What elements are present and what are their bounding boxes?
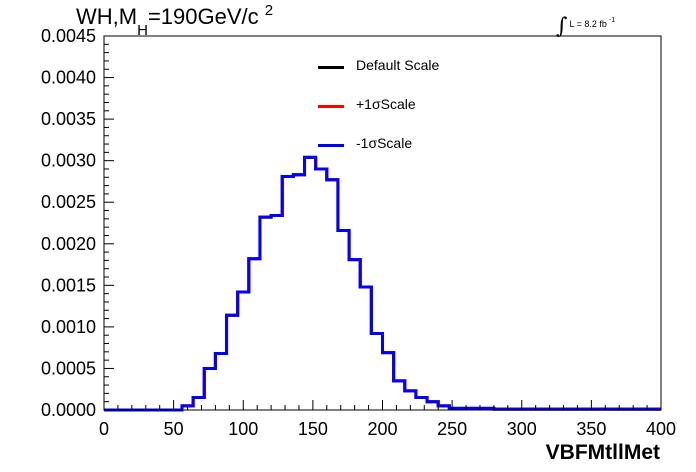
series-layer bbox=[104, 155, 661, 412]
legend-swatch-default bbox=[318, 66, 344, 69]
y-tick-label: 0.0030 bbox=[41, 151, 96, 171]
y-tick-label: 0.0035 bbox=[41, 109, 96, 129]
legend-label-plus1sigma: +1σScale bbox=[356, 96, 416, 112]
legend-label-default: Default Scale bbox=[356, 57, 440, 73]
y-tick-label: 0.0015 bbox=[41, 275, 96, 295]
series-line-0 bbox=[104, 155, 661, 412]
y-tick-label: 0.0045 bbox=[41, 26, 96, 46]
title-rest: =190GeV/c bbox=[147, 4, 259, 29]
lumi-superscript: -1 bbox=[608, 17, 616, 24]
y-tick-label: 0.0005 bbox=[41, 358, 96, 378]
y-tick-label: 0.0040 bbox=[41, 68, 96, 88]
x-tick-label: 0 bbox=[99, 419, 109, 439]
y-tick-label: 0.0000 bbox=[41, 400, 96, 420]
y-tick-label: 0.0020 bbox=[41, 234, 96, 254]
x-tick-label: 300 bbox=[507, 419, 537, 439]
y-tick-label: 0.0010 bbox=[41, 317, 96, 337]
axis-layer: 0.0000 0.0005 0.0010 0.0015 0.0020 0.0025 0.00… bbox=[41, 26, 676, 439]
series-line-1 bbox=[104, 155, 661, 412]
x-tick-label: 200 bbox=[367, 419, 397, 439]
legend-swatch-minus1sigma bbox=[318, 144, 344, 147]
title-subscript: H bbox=[137, 22, 148, 39]
x-tick-label: 350 bbox=[576, 419, 606, 439]
luminosity-label: ∫ L = 8.2 fb -1 bbox=[556, 8, 616, 39]
integral-symbol: ∫ bbox=[556, 14, 568, 39]
lumi-text: L = 8.2 fb bbox=[569, 19, 607, 29]
chart-title: WH,MH=190GeV/c 2 bbox=[76, 2, 274, 39]
x-tick-label: 150 bbox=[298, 419, 328, 439]
legend-swatch-plus1sigma bbox=[318, 105, 344, 108]
x-tick-label: 250 bbox=[437, 419, 467, 439]
x-tick-label: 400 bbox=[646, 419, 676, 439]
x-tick-label: 100 bbox=[228, 419, 258, 439]
x-tick-label: 50 bbox=[164, 419, 184, 439]
x-axis-title: VBFMtllMet bbox=[545, 441, 660, 464]
series-line-2 bbox=[104, 155, 661, 412]
y-tick-label: 0.0025 bbox=[41, 192, 96, 212]
legend-label-minus1sigma: -1σScale bbox=[356, 135, 413, 151]
title-superscript: 2 bbox=[264, 2, 274, 19]
title-prefix: WH,M bbox=[76, 4, 138, 29]
